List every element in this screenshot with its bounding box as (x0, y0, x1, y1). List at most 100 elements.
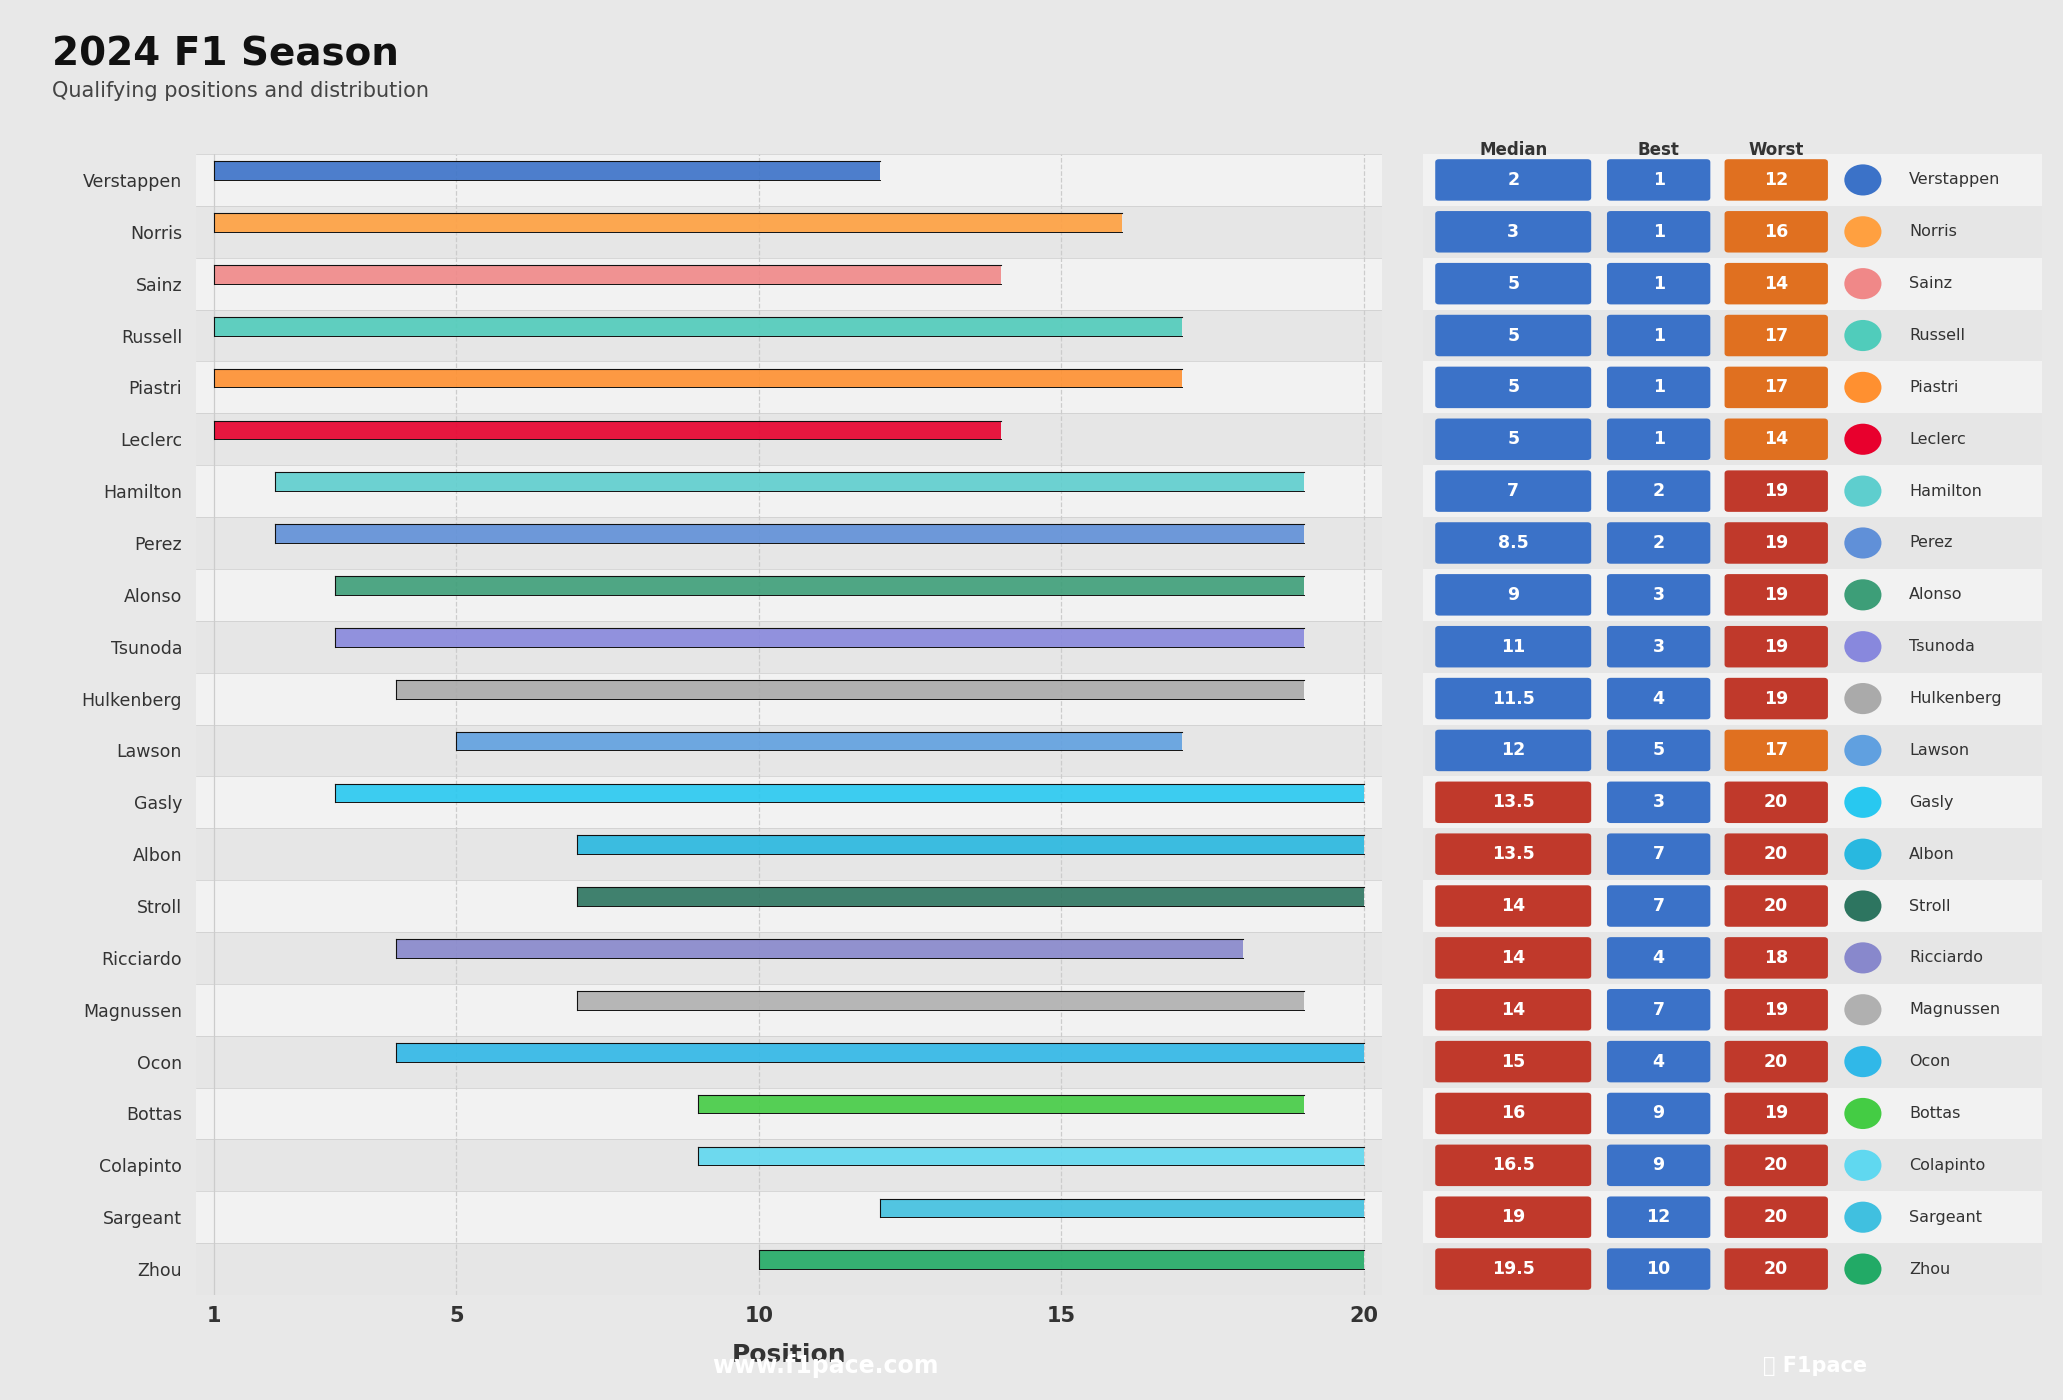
Bar (1423, 777, 2042, 829)
Bar (1423, 881, 2042, 932)
Text: Verstappen: Verstappen (1910, 172, 2001, 188)
FancyBboxPatch shape (1436, 160, 1591, 200)
Bar (196, 725, 1382, 777)
Text: Magnussen: Magnussen (1910, 1002, 2001, 1018)
FancyBboxPatch shape (1607, 419, 1710, 461)
FancyBboxPatch shape (1607, 263, 1710, 304)
Text: 2024 F1 Season: 2024 F1 Season (52, 35, 398, 73)
FancyBboxPatch shape (1725, 1249, 1828, 1289)
FancyBboxPatch shape (1436, 885, 1591, 927)
FancyBboxPatch shape (1725, 1197, 1828, 1238)
FancyBboxPatch shape (1607, 574, 1710, 616)
Text: 14: 14 (1502, 1001, 1525, 1019)
Text: Albon: Albon (1910, 847, 1956, 861)
Circle shape (1844, 476, 1881, 507)
Text: 2: 2 (1652, 533, 1665, 552)
Circle shape (1844, 683, 1881, 714)
FancyBboxPatch shape (1725, 1093, 1828, 1134)
Text: Bottas: Bottas (1910, 1106, 1960, 1121)
Circle shape (1844, 1149, 1881, 1182)
Text: 4: 4 (1652, 690, 1665, 707)
Text: 17: 17 (1764, 378, 1789, 396)
Text: Perez: Perez (1910, 535, 1954, 550)
Bar (1423, 413, 2042, 465)
Bar (196, 309, 1382, 361)
Text: 16.5: 16.5 (1492, 1156, 1535, 1175)
FancyBboxPatch shape (1725, 367, 1828, 409)
Bar (1423, 568, 2042, 620)
Text: 12: 12 (1764, 171, 1789, 189)
Text: 20: 20 (1764, 1260, 1789, 1278)
Bar (196, 1088, 1382, 1140)
Text: 8.5: 8.5 (1498, 533, 1529, 552)
Circle shape (1844, 1253, 1881, 1285)
Text: 7: 7 (1652, 897, 1665, 916)
FancyBboxPatch shape (1725, 781, 1828, 823)
Circle shape (1844, 942, 1881, 973)
Text: Best: Best (1638, 141, 1679, 158)
Bar (1423, 309, 2042, 361)
Text: 20: 20 (1764, 897, 1789, 916)
Circle shape (1844, 424, 1881, 455)
Bar (196, 413, 1382, 465)
Text: Zhou: Zhou (1910, 1261, 1950, 1277)
Text: Gasly: Gasly (1910, 795, 1954, 809)
FancyBboxPatch shape (1436, 367, 1591, 409)
Text: 14: 14 (1764, 430, 1789, 448)
Text: 20: 20 (1764, 1156, 1789, 1175)
Bar (196, 984, 1382, 1036)
FancyBboxPatch shape (1607, 729, 1710, 771)
Text: 19: 19 (1502, 1208, 1525, 1226)
Circle shape (1844, 787, 1881, 818)
Bar (196, 1243, 1382, 1295)
Bar (196, 465, 1382, 517)
Text: 14: 14 (1502, 949, 1525, 967)
Circle shape (1844, 321, 1881, 351)
Text: 5: 5 (1508, 378, 1518, 396)
Circle shape (1844, 994, 1881, 1025)
FancyBboxPatch shape (1436, 419, 1591, 461)
Bar (1423, 725, 2042, 777)
Text: Sainz: Sainz (1910, 276, 1952, 291)
Bar (1423, 829, 2042, 881)
Text: 1: 1 (1652, 171, 1665, 189)
Text: Stroll: Stroll (1910, 899, 1952, 914)
Text: 18: 18 (1764, 949, 1789, 967)
Text: 19: 19 (1764, 1001, 1789, 1019)
Bar (196, 1036, 1382, 1088)
Bar (1423, 620, 2042, 672)
Text: 2: 2 (1508, 171, 1518, 189)
FancyBboxPatch shape (1436, 988, 1591, 1030)
Circle shape (1844, 631, 1881, 662)
FancyBboxPatch shape (1725, 1145, 1828, 1186)
FancyBboxPatch shape (1436, 626, 1591, 668)
Text: 20: 20 (1764, 1053, 1789, 1071)
Text: 🏁 F1pace: 🏁 F1pace (1764, 1357, 1867, 1376)
Bar (196, 932, 1382, 984)
FancyBboxPatch shape (1725, 988, 1828, 1030)
Text: Leclerc: Leclerc (1910, 431, 1966, 447)
FancyBboxPatch shape (1725, 678, 1828, 720)
Text: Piastri: Piastri (1910, 379, 1958, 395)
Text: 12: 12 (1502, 742, 1525, 759)
FancyBboxPatch shape (1436, 263, 1591, 304)
Text: 5: 5 (1508, 326, 1518, 344)
FancyBboxPatch shape (1725, 419, 1828, 461)
FancyBboxPatch shape (1436, 678, 1591, 720)
Text: 11: 11 (1502, 638, 1525, 655)
Bar (196, 1191, 1382, 1243)
Text: Tsunoda: Tsunoda (1910, 640, 1974, 654)
Text: 2: 2 (1652, 482, 1665, 500)
Circle shape (1844, 735, 1881, 766)
Text: Alonso: Alonso (1910, 588, 1962, 602)
FancyBboxPatch shape (1607, 470, 1710, 512)
Text: 9: 9 (1508, 585, 1518, 603)
Bar (196, 829, 1382, 881)
Text: 16: 16 (1502, 1105, 1525, 1123)
Bar (196, 258, 1382, 309)
FancyBboxPatch shape (1607, 522, 1710, 564)
FancyBboxPatch shape (1436, 833, 1591, 875)
Text: 17: 17 (1764, 326, 1789, 344)
Text: Colapinto: Colapinto (1910, 1158, 1985, 1173)
Text: Qualifying positions and distribution: Qualifying positions and distribution (52, 81, 429, 101)
